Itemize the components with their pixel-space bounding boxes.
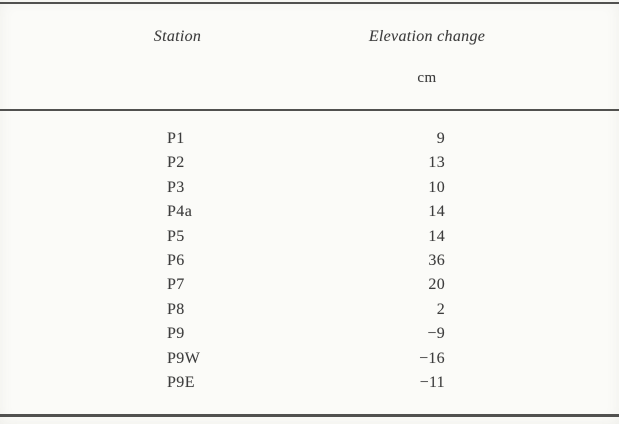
elevation-value-cell: 20 <box>428 276 445 294</box>
table-row: P9 −9 <box>0 322 619 346</box>
station-cell: P7 <box>167 276 185 294</box>
elevation-value-cell: 36 <box>428 251 445 269</box>
elevation-change-column-header: Elevation change <box>368 28 486 45</box>
elevation-value-cell: 9 <box>436 130 445 147</box>
elevation-value-cell: 2 <box>436 300 445 318</box>
table-row: P2 13 <box>0 151 619 175</box>
table-top-rule <box>0 2 619 4</box>
table-row: P3 10 <box>0 176 619 200</box>
station-cell: P9E <box>167 373 195 391</box>
station-cell: P9W <box>167 349 201 367</box>
station-cell: P9 <box>167 325 185 343</box>
elevation-unit-label: cm <box>417 70 437 86</box>
table-body: P1 9 P2 13 P3 10 P4a 14 P5 14 P6 36 P7 2… <box>0 127 619 395</box>
elevation-value-cell: −11 <box>419 373 445 391</box>
station-cell: P4a <box>167 203 193 221</box>
table-row: P9W −16 <box>0 347 619 371</box>
table-header-rule <box>0 109 619 111</box>
table-row: P5 14 <box>0 225 619 249</box>
station-cell: P6 <box>167 251 185 269</box>
table-row: P1 9 <box>0 127 619 151</box>
elevation-value-cell: 10 <box>428 178 445 196</box>
table-header-row: Station Elevation change <box>0 28 619 46</box>
station-cell: P1 <box>167 130 185 147</box>
elevation-value-cell: −9 <box>427 325 445 343</box>
station-cell: P3 <box>167 178 185 196</box>
station-cell: P8 <box>167 300 185 318</box>
elevation-value-cell: −16 <box>419 349 445 367</box>
table-unit-row: cm <box>0 69 619 87</box>
elevation-value-cell: 14 <box>428 227 445 245</box>
table-row: P7 20 <box>0 273 619 297</box>
station-column-header: Station <box>153 28 202 45</box>
table-row: P8 2 <box>0 298 619 322</box>
elevation-value-cell: 14 <box>428 203 445 221</box>
table-row: P9E −11 <box>0 371 619 395</box>
table-row: P4a 14 <box>0 200 619 224</box>
table-bottom-rule <box>0 414 619 417</box>
elevation-value-cell: 13 <box>428 154 445 172</box>
table-row: P6 36 <box>0 249 619 273</box>
station-cell: P5 <box>167 227 185 245</box>
station-cell: P2 <box>167 154 185 172</box>
